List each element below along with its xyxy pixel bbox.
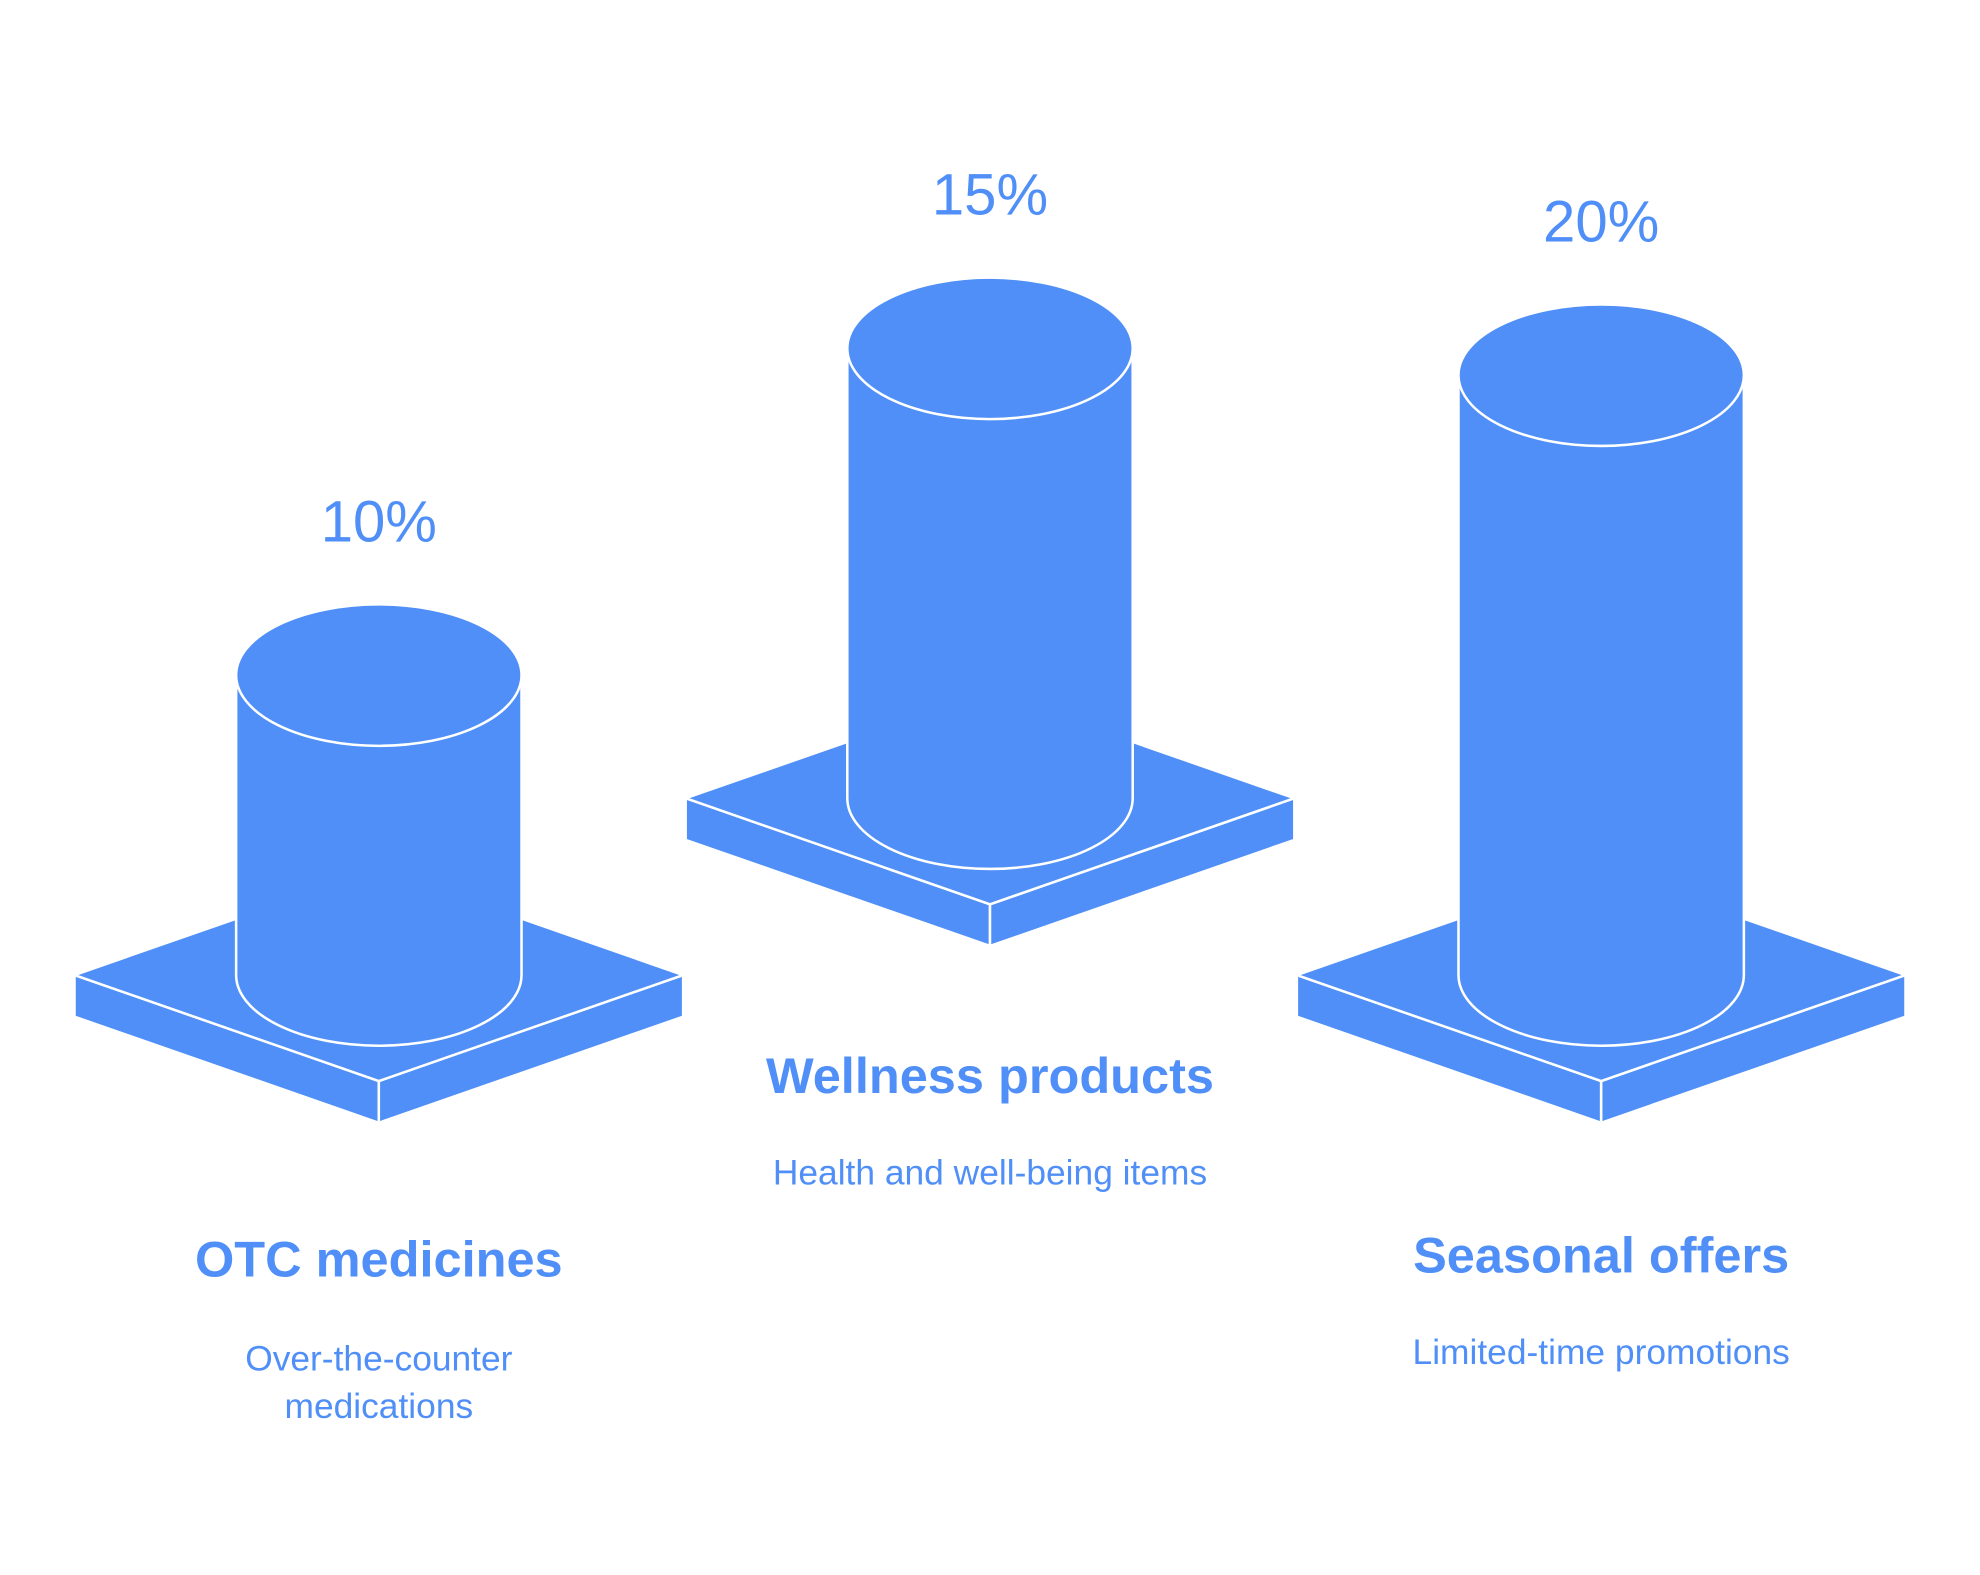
value-label: 10% [321, 489, 437, 554]
cylinder-top [234, 603, 523, 748]
description-box: Over-the-counter medications [245, 1338, 513, 1426]
cylinder [846, 347, 1134, 871]
cylinder [234, 673, 523, 1047]
cylinder-top [1457, 303, 1746, 448]
description: Limited-time promotions [1412, 1332, 1790, 1372]
category-label: Wellness products [766, 1047, 1214, 1104]
description: Health and well-being items [772, 1153, 1208, 1193]
value-label: 15% [932, 163, 1048, 228]
cylinder-top [846, 276, 1134, 421]
description-box: Limited-time promotions [1412, 1332, 1790, 1372]
description: Over-the-counter medications [245, 1338, 513, 1426]
value-label: 20% [1543, 190, 1659, 255]
category-label: Seasonal offers [1413, 1226, 1789, 1283]
cylinder [1457, 373, 1746, 1047]
description-box: Health and well-being items [772, 1153, 1208, 1193]
category-label: OTC medicines [195, 1230, 563, 1287]
